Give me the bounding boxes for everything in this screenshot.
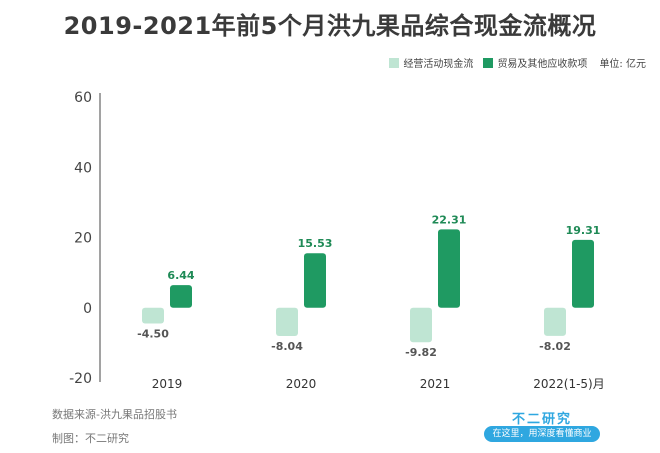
bar-operating-cashflow xyxy=(276,307,298,336)
chart-maker-note: 制图：不二研究 xyxy=(52,432,129,445)
bar-trade-receivables xyxy=(170,285,192,308)
x-tick-label: 2020 xyxy=(286,377,317,391)
bar-operating-cashflow xyxy=(142,307,164,324)
unit-label: 单位: 亿元 xyxy=(599,59,646,70)
data-label: -9.82 xyxy=(405,346,437,359)
data-label: -4.50 xyxy=(137,328,169,341)
bar-trade-receivables xyxy=(438,229,460,308)
data-label: 6.44 xyxy=(167,269,194,282)
legend-swatch-operating-cashflow xyxy=(389,57,400,68)
chart-title: 2019-2021年前5个月洪九果品综合现金流概况 xyxy=(63,12,597,40)
brand-slogan-badge: 在这里，用深度看懂商业 xyxy=(484,426,600,442)
bar-trade-receivables xyxy=(304,253,326,308)
bar-operating-cashflow xyxy=(544,307,566,336)
data-label: 15.53 xyxy=(298,237,333,250)
bar-trade-receivables xyxy=(572,239,594,308)
data-label: 22.31 xyxy=(432,213,467,226)
legend-swatch-trade-receivables xyxy=(483,57,494,68)
data-source-note: 数据来源-洪九果品招股书 xyxy=(52,408,177,421)
data-label: -8.04 xyxy=(271,340,303,353)
y-tick-label: -20 xyxy=(69,371,92,387)
legend-item-trade-receivables: 贸易及其他应收款项 xyxy=(483,55,587,70)
legend-label-trade-receivables: 贸易及其他应收款项 xyxy=(497,59,588,70)
legend-item-operating-cashflow: 经营活动现金流 xyxy=(389,55,473,70)
y-tick-label: 40 xyxy=(74,160,92,176)
brand-logo-text: 不二研究 xyxy=(511,412,572,427)
data-label: -8.02 xyxy=(539,340,571,353)
x-tick-label: 2019 xyxy=(152,377,183,391)
y-tick-label: 60 xyxy=(74,90,92,106)
y-tick-label: 0 xyxy=(83,301,92,317)
legend-label-operating-cashflow: 经营活动现金流 xyxy=(403,59,474,70)
y-tick-label: 20 xyxy=(74,231,92,247)
chart-legend: 经营活动现金流 贸易及其他应收款项 单位: 亿元 xyxy=(389,55,646,70)
x-tick-label: 2021 xyxy=(420,377,451,391)
bar-operating-cashflow xyxy=(410,307,432,343)
x-tick-label: 2022(1-5)月 xyxy=(533,377,605,391)
data-label: 19.31 xyxy=(566,224,601,237)
